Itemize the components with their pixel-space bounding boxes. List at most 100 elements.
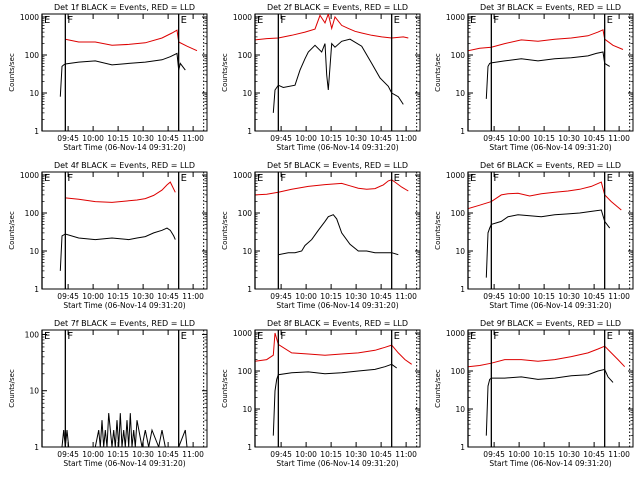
y-tick-label: 100 [451, 367, 466, 376]
lld-series-line [255, 14, 409, 41]
y-tick-label: 100 [25, 330, 40, 339]
x-tick-label: 10:45 [583, 450, 605, 459]
interval-marker-label: E [394, 15, 400, 26]
x-tick-label: 10:15 [320, 134, 342, 143]
x-tick-label: 11:00 [608, 450, 630, 459]
x-tick-label: 10:15 [533, 450, 555, 459]
y-tick-label: 100 [238, 51, 253, 60]
x-tick-label: 10:00 [508, 292, 530, 301]
panel-title: Det 5f BLACK = Events, RED = LLD [267, 161, 408, 170]
plot-frame [467, 171, 634, 290]
y-tick-label: 10 [29, 387, 39, 396]
x-tick-label: 10:15 [107, 450, 129, 459]
y-tick-label: 1 [34, 443, 39, 452]
x-tick-label: 10:15 [107, 292, 129, 301]
interval-marker-label: E [470, 15, 476, 26]
y-tick-label: 100 [25, 51, 40, 60]
x-axis-label: Start Time (06-Nov-14 09:31:20) [276, 459, 398, 468]
interval-marker-label: F [493, 331, 499, 342]
x-tick-label: 10:45 [370, 134, 392, 143]
interval-marker-label: F [280, 331, 286, 342]
interval-marker-label: E [181, 173, 187, 184]
lld-series-line [65, 181, 176, 203]
x-tick-label: 09:45 [57, 134, 79, 143]
lld-series-line [255, 332, 412, 365]
x-tick-label: 11:00 [182, 134, 204, 143]
detector-panel: Det 6f BLACK = Events, RED = LLD 1 10 100 10… [434, 161, 634, 310]
x-tick-label: 10:30 [558, 292, 580, 301]
x-axis-label: Start Time (06-Nov-14 09:31:20) [489, 459, 611, 468]
y-axis-label: Counts/sec [221, 369, 229, 408]
plot-frame [467, 329, 634, 448]
plot-frame [254, 13, 421, 132]
y-tick-label: 10 [242, 89, 252, 98]
y-axis-label: Counts/sec [434, 211, 442, 250]
y-tick-label: 10 [29, 247, 39, 256]
interval-marker-label: E [257, 173, 263, 184]
x-tick-label: 10:45 [157, 450, 179, 459]
x-tick-label: 10:45 [370, 450, 392, 459]
y-tick-label: 100 [238, 367, 253, 376]
interval-marker-label: F [67, 173, 73, 184]
x-tick-label: 10:30 [345, 292, 367, 301]
x-tick-label: 09:45 [483, 450, 505, 459]
detector-panel: Det 4f BLACK = Events, RED = LLD 1 10 100 10… [8, 161, 208, 310]
y-tick-label: 1 [247, 443, 252, 452]
y-tick-label: 1000 [20, 171, 39, 180]
panel-title: Det 3f BLACK = Events, RED = LLD [480, 3, 621, 12]
lld-series-line [468, 345, 626, 368]
interval-marker-label: F [493, 173, 499, 184]
y-tick-label: 1000 [233, 13, 252, 22]
x-tick-label: 09:45 [57, 450, 79, 459]
x-tick-label: 10:30 [558, 134, 580, 143]
interval-marker-label: F [67, 15, 73, 26]
interval-marker-label: F [280, 173, 286, 184]
x-tick-label: 10:00 [295, 134, 317, 143]
interval-marker-label: F [493, 15, 499, 26]
x-tick-label: 10:00 [508, 450, 530, 459]
x-tick-label: 11:00 [608, 292, 630, 301]
x-tick-label: 10:45 [583, 134, 605, 143]
x-axis-label: Start Time (06-Nov-14 09:31:20) [63, 143, 185, 152]
x-tick-label: 10:45 [157, 292, 179, 301]
interval-marker-label: E [181, 15, 187, 26]
detector-panel: Det 9f BLACK = Events, RED = LLD 1 10 100 10… [434, 319, 634, 468]
y-axis-label: Counts/sec [434, 369, 442, 408]
x-tick-label: 09:45 [270, 292, 292, 301]
x-tick-label: 10:00 [82, 450, 104, 459]
events-series-line [485, 51, 610, 99]
plot-frame [467, 13, 634, 132]
x-tick-label: 10:45 [370, 292, 392, 301]
events-series-line [59, 52, 186, 97]
x-tick-label: 10:15 [320, 450, 342, 459]
plot-frame [41, 13, 208, 132]
events-series-line [59, 227, 176, 271]
panel-title: Det 6f BLACK = Events, RED = LLD [480, 161, 621, 170]
x-tick-label: 10:00 [508, 134, 530, 143]
interval-marker-label: E [394, 331, 400, 342]
interval-marker-label: F [280, 15, 286, 26]
detector-panel: Det 7f BLACK = Events, RED = LLD 1 10 100 09… [8, 319, 208, 468]
detector-panel: Det 1f BLACK = Events, RED = LLD 1 10 100 10… [8, 3, 208, 152]
y-tick-label: 1 [34, 285, 39, 294]
interval-marker-label: F [67, 331, 73, 342]
plot-frame [41, 171, 208, 290]
y-axis-label: Counts/sec [221, 211, 229, 250]
x-tick-label: 11:00 [182, 292, 204, 301]
y-tick-label: 10 [455, 89, 465, 98]
x-tick-label: 10:00 [82, 292, 104, 301]
x-axis-label: Start Time (06-Nov-14 09:31:20) [489, 143, 611, 152]
interval-marker-label: E [607, 173, 613, 184]
x-tick-label: 10:30 [345, 134, 367, 143]
panel-title: Det 4f BLACK = Events, RED = LLD [54, 161, 195, 170]
panel-title: Det 9f BLACK = Events, RED = LLD [480, 319, 621, 328]
interval-marker-label: E [607, 15, 613, 26]
lld-series-line [468, 181, 622, 211]
x-tick-label: 09:45 [270, 134, 292, 143]
panel-title: Det 8f BLACK = Events, RED = LLD [267, 319, 408, 328]
plot-frame [254, 329, 421, 448]
y-tick-label: 1 [460, 443, 465, 452]
x-tick-label: 11:00 [182, 450, 204, 459]
y-axis-label: Counts/sec [8, 53, 16, 92]
